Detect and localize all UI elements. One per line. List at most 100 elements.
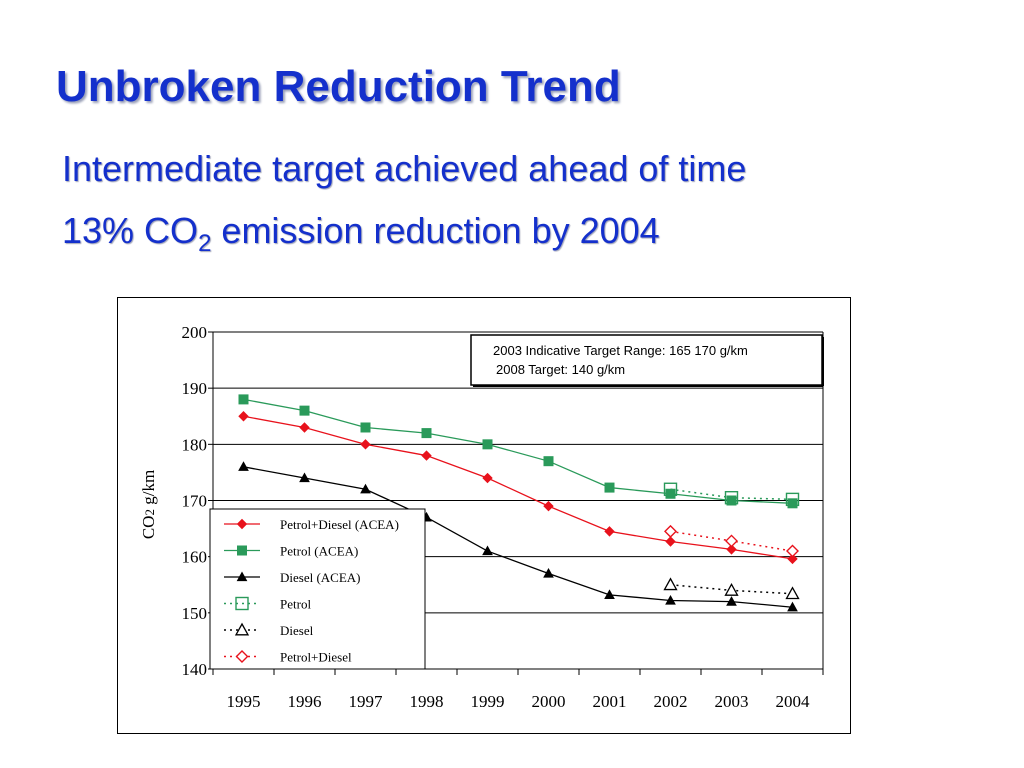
legend-swatch-marker <box>235 650 249 663</box>
x-tick-label: 2002 <box>654 692 688 711</box>
y-tick-label: 150 <box>182 604 208 623</box>
series-petrol-diesel <box>664 524 799 558</box>
subtitle-line-2-pre: 13% CO <box>62 210 199 251</box>
data-point <box>665 536 676 547</box>
y-axis-label: CO2 g/km <box>139 470 158 539</box>
legend-label: Diesel <box>280 623 314 638</box>
y-tick-label: 140 <box>182 660 208 679</box>
legend-label: Diesel (ACEA) <box>280 570 361 585</box>
slide-title: Unbroken Reduction Trend <box>56 62 621 111</box>
series-line <box>243 398 793 504</box>
legend-item: Petrol (ACEA) <box>224 544 358 559</box>
data-point <box>360 439 371 450</box>
data-point <box>665 488 676 499</box>
series-line <box>670 488 793 501</box>
series-diesel <box>663 577 800 600</box>
data-point <box>299 422 310 433</box>
legend-item: Petrol <box>224 597 311 612</box>
series-petrol <box>663 482 800 507</box>
x-tick-label: 2003 <box>715 692 749 711</box>
data-point <box>238 461 249 471</box>
data-point <box>787 553 798 565</box>
y-axis-label-unit: g/km <box>139 470 158 509</box>
x-tick-label: 2004 <box>776 692 811 711</box>
y-tick-label: 160 <box>182 548 208 567</box>
subtitle-line-1: Intermediate target achieved ahead of ti… <box>62 148 747 189</box>
legend-item: Diesel <box>224 622 314 638</box>
legend-swatch-marker <box>234 622 250 636</box>
x-tick-label: 1998 <box>410 692 444 711</box>
legend-label: Petrol <box>280 597 311 612</box>
data-point <box>663 577 678 591</box>
data-point <box>360 422 371 433</box>
data-point <box>543 456 554 467</box>
data-point <box>664 524 677 538</box>
y-tick-label: 200 <box>182 323 208 342</box>
y-axis-label-subscript: 2 <box>142 509 157 516</box>
x-tick-label: 1995 <box>227 692 261 711</box>
data-point <box>726 495 737 506</box>
data-point <box>665 594 676 605</box>
legend-item: Diesel (ACEA) <box>224 570 361 585</box>
subtitle-line-2: 13% CO2 emission reduction by 2004 <box>62 210 660 258</box>
data-point <box>238 394 249 405</box>
data-point <box>482 472 493 484</box>
data-point <box>787 601 798 612</box>
y-axis-label-main: CO <box>139 516 158 540</box>
data-point <box>726 544 737 555</box>
x-tick-label: 1999 <box>471 692 505 711</box>
legend-item: Petrol+Diesel (ACEA) <box>224 517 399 532</box>
legend-swatch-marker <box>237 545 247 556</box>
data-point <box>604 526 615 537</box>
data-point <box>360 483 371 494</box>
legend-label: Petrol+Diesel (ACEA) <box>280 517 399 532</box>
legend-item: Petrol+Diesel <box>224 650 352 665</box>
data-point <box>604 482 615 493</box>
data-point <box>663 482 678 496</box>
y-tick-label: 170 <box>182 492 208 511</box>
data-point <box>482 439 493 450</box>
legend-swatch-marker <box>236 518 248 530</box>
target-annotation: 2003 Indicative Target Range: 165 170 g/… <box>470 334 824 387</box>
legend-box <box>209 508 426 670</box>
data-point <box>299 405 310 416</box>
data-point <box>421 450 432 461</box>
series-line <box>243 415 793 560</box>
x-tick-label: 2000 <box>532 692 566 711</box>
legend: Petrol+Diesel (ACEA) Petrol (ACEA) Diesel … <box>209 508 426 670</box>
series-line <box>243 466 793 608</box>
y-tick-label: 180 <box>182 435 208 454</box>
legend-label: Petrol (ACEA) <box>280 544 358 559</box>
data-point <box>543 567 554 578</box>
series-diesel-acea- <box>238 461 798 612</box>
data-point <box>421 428 432 439</box>
data-point <box>724 583 739 596</box>
annotation-box <box>470 334 823 386</box>
legend-label: Petrol+Diesel <box>280 650 352 665</box>
data-point <box>725 534 738 548</box>
x-tick-label: 2001 <box>593 692 627 711</box>
co2-line-chart: 140 150 160 170 180 190 200 1995 1996 1997 1998 199… <box>139 323 824 711</box>
x-tick-label: 1997 <box>349 692 384 711</box>
annotation-line-2: 2008 Target: 140 g/km <box>496 362 625 377</box>
annotation-line-1: 2003 Indicative Target Range: 165 170 g/… <box>493 343 748 358</box>
data-point <box>604 589 615 599</box>
legend-swatch-marker <box>235 596 249 611</box>
legend-swatch-marker <box>236 571 248 582</box>
y-tick-label: 190 <box>182 379 208 398</box>
subtitle-line-2-post: emission reduction by 2004 <box>211 210 660 251</box>
data-point <box>726 596 737 606</box>
data-point <box>787 498 798 509</box>
series-petrol-diesel-acea- <box>238 411 798 565</box>
data-point <box>785 586 800 600</box>
data-point <box>786 544 799 558</box>
chart-frame: 140 150 160 170 180 190 200 1995 1996 1997 1998 199… <box>117 297 851 734</box>
subtitle-line-2-subscript: 2 <box>198 230 212 258</box>
data-point <box>238 411 249 422</box>
data-point <box>482 545 493 556</box>
series-petrol-acea- <box>238 394 798 509</box>
x-tick-label: 1996 <box>288 692 322 711</box>
data-point <box>299 472 310 483</box>
data-point <box>724 490 739 505</box>
data-point <box>785 492 800 507</box>
